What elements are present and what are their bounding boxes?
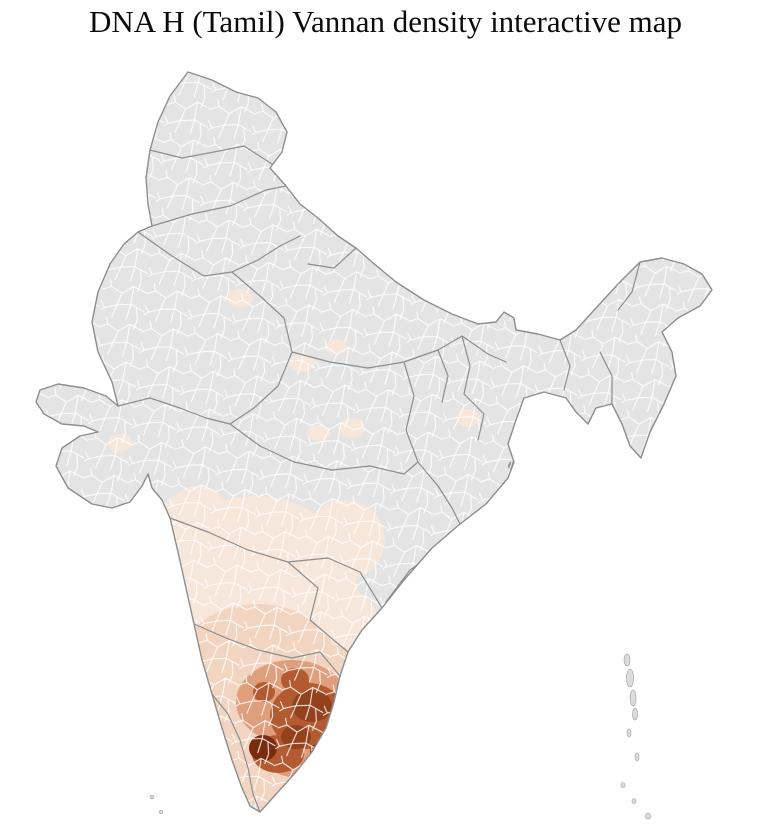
island[interactable]	[629, 689, 637, 707]
page-title: DNA H (Tamil) Vannan density interactive…	[89, 4, 682, 39]
island[interactable]	[149, 794, 155, 800]
district-borders-overlay	[36, 72, 712, 812]
island[interactable]	[634, 752, 640, 762]
island[interactable]	[158, 809, 164, 815]
state-borders	[117, 145, 641, 812]
island[interactable]	[623, 653, 631, 667]
density-blob[interactable]	[515, 419, 533, 435]
urban-cluster-blob[interactable]	[519, 468, 529, 476]
island[interactable]	[632, 707, 638, 721]
state-borders-layer	[117, 145, 641, 812]
island[interactable]	[645, 812, 651, 820]
district-borders-layer	[36, 72, 712, 812]
island[interactable]	[620, 782, 626, 788]
island[interactable]	[631, 798, 637, 804]
andaman-nicobar-islands[interactable]	[620, 653, 651, 820]
lakshadweep-islands[interactable]	[149, 794, 164, 815]
island[interactable]	[626, 728, 632, 738]
island[interactable]	[626, 668, 634, 688]
